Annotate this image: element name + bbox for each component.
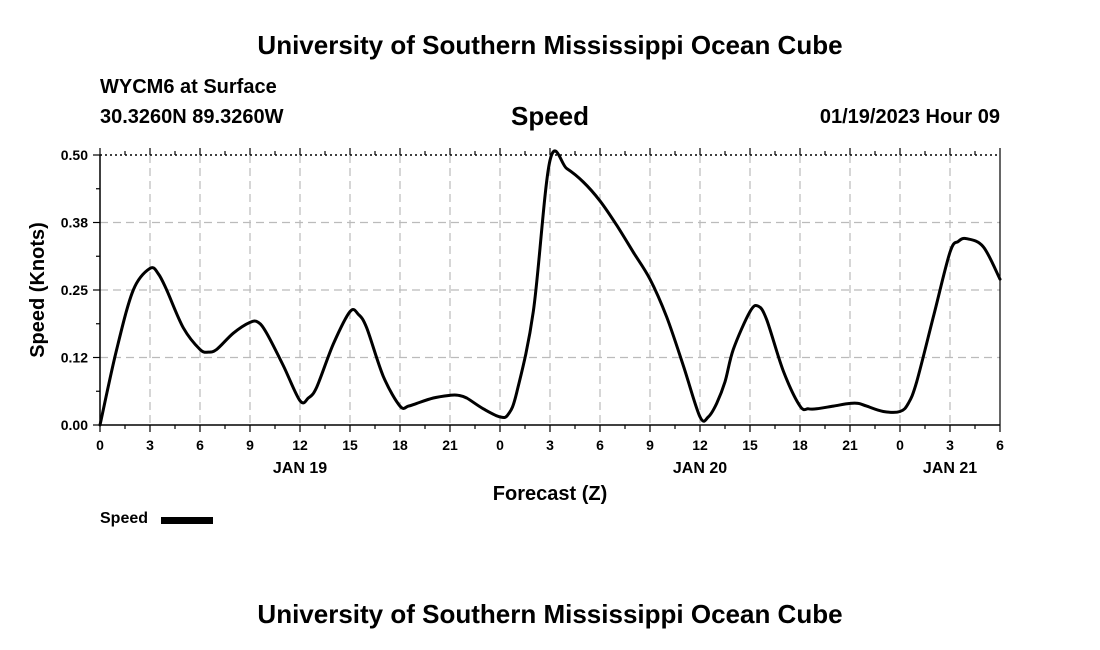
- x-tick-label: 15: [742, 437, 758, 453]
- x-tick-label: 3: [546, 437, 554, 453]
- x-tick-label: 3: [946, 437, 954, 453]
- y-tick-label: 0.25: [61, 282, 88, 298]
- footer-title: University of Southern Mississippi Ocean…: [257, 599, 843, 629]
- x-tick-label: 18: [792, 437, 808, 453]
- date-label: JAN 19: [273, 460, 327, 477]
- date-label: JAN 21: [923, 460, 977, 477]
- x-tick-label: 21: [842, 437, 858, 453]
- legend-label: Speed: [100, 510, 149, 527]
- x-tick-label: 0: [896, 437, 904, 453]
- series-layer: [98, 149, 1002, 427]
- x-tick-label: 6: [996, 437, 1004, 453]
- y-tick-label: 0.12: [61, 350, 88, 366]
- x-tick-label: 18: [392, 437, 408, 453]
- x-tick-label: 6: [196, 437, 204, 453]
- x-tick-label: 15: [342, 437, 358, 453]
- x-tick-label: 9: [646, 437, 654, 453]
- y-axis-title: Speed (Knots): [27, 222, 49, 358]
- station-label: WYCM6 at Surface: [100, 76, 277, 98]
- legend-swatch: [161, 517, 213, 524]
- y-tick-label: 0.50: [61, 147, 88, 163]
- x-tick-label: 6: [596, 437, 604, 453]
- x-tick-label: 21: [442, 437, 458, 453]
- x-tick-label: 3: [146, 437, 154, 453]
- x-tick-label: 12: [292, 437, 308, 453]
- y-tick-label: 0.00: [61, 417, 88, 433]
- grid-layer: [100, 155, 1000, 425]
- y-tick-label: 0.38: [61, 215, 88, 231]
- variable-title: Speed: [510, 101, 590, 131]
- date-label: JAN 20: [673, 460, 727, 477]
- coordinates-label: 30.3260N 89.3260W: [100, 106, 284, 128]
- x-axis-title: Forecast (Z): [493, 483, 607, 505]
- datetime-label: 01/19/2023 Hour 09: [819, 106, 1000, 128]
- x-tick-label: 12: [692, 437, 708, 453]
- x-tick-label: 0: [96, 437, 104, 453]
- x-tick-label: 0: [496, 437, 504, 453]
- label-layer: 0 3 6 9 12 15 18 21 0 3 6 9 12 15 18 21 0 3 6 JAN 19 JAN 20 J…: [27, 147, 1004, 505]
- series-line-speed: [98, 149, 1002, 427]
- page-title: University of Southern Mississippi Ocean…: [257, 30, 843, 60]
- x-tick-label: 9: [246, 437, 254, 453]
